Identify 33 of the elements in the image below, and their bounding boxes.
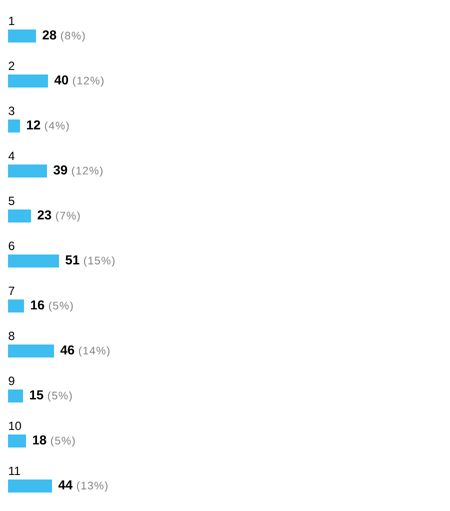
bar (8, 254, 59, 268)
bar (8, 390, 23, 403)
y-tick-label: 7 (8, 286, 14, 296)
bar (8, 74, 48, 88)
data-label: 12 (4%) (27, 120, 69, 132)
data-label: 44 (13%) (58, 480, 108, 492)
bar (8, 300, 24, 313)
y-tick-label: 6 (8, 242, 14, 250)
bar (8, 120, 20, 132)
y-tick-label: 3 (8, 106, 14, 116)
data-label: 51 (15%) (66, 255, 114, 267)
bar (8, 164, 47, 178)
bar (8, 30, 36, 42)
data-label: 40 (12%) (54, 75, 104, 87)
data-label: 15 (5%) (30, 390, 72, 402)
y-tick-label: 10 (9, 422, 22, 430)
y-tick-label: 4 (8, 152, 14, 160)
data-label: 28 (8%) (42, 30, 85, 42)
bar (8, 480, 52, 493)
bar (8, 434, 26, 448)
y-tick-label: 1 (9, 16, 14, 25)
data-label: 46 (14%) (60, 345, 110, 357)
y-tick-label: 9 (8, 376, 14, 386)
bar (8, 344, 54, 358)
y-tick-label: 5 (8, 196, 14, 206)
y-tick-label: 11 (9, 466, 20, 476)
data-label: 23 (7%) (38, 210, 80, 222)
data-label: 39 (12%) (53, 165, 102, 177)
y-tick-label: 2 (8, 62, 14, 70)
data-label: 16 (5%) (31, 300, 73, 312)
bar (8, 210, 31, 223)
y-tick-label: 8 (8, 332, 14, 340)
data-label: 18 (5%) (33, 435, 75, 447)
